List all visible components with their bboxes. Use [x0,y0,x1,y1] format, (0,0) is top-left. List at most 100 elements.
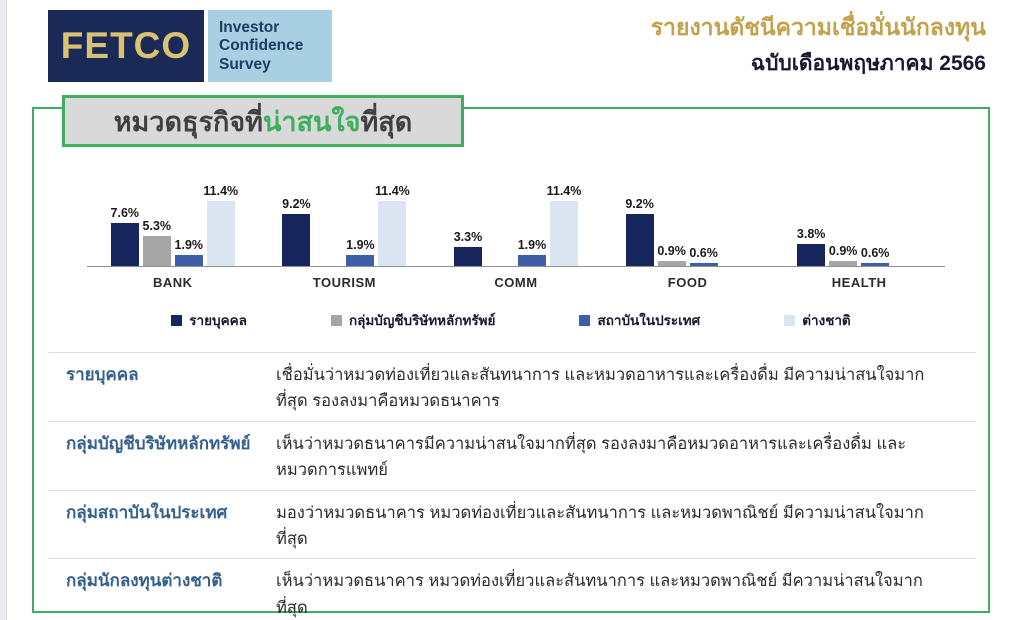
category-label-bank: BANK [153,275,193,290]
chart-legend: รายบุคคล กลุ่มบัญชีบริษัทหลักทรัพย์ สถาบัน… [34,309,988,331]
section-title-suffix: ที่สุด [360,106,413,137]
fetco-logo: FETCO Investor Confidence Survey [48,10,332,82]
legend-item: รายบุคคล [171,309,247,331]
bar-chart-category-labels: BANK TOURISM COMM FOOD HEALTH [87,275,945,290]
bar-slot [722,159,750,266]
bar [517,255,546,266]
bar [689,262,718,266]
bar-group-comm: 3.3% 1.9% 11.4% [454,159,581,266]
bar [142,235,171,266]
bar [378,201,407,266]
report-title: รายงานดัชนีความเชื่อมั่นนักลงทุน [650,14,986,40]
category-label-health: HEALTH [831,275,887,290]
bar-slot: 0.9% [829,159,857,266]
legend-marker-icon [330,314,342,326]
tagline-line-2: Confidence [219,37,304,55]
bar-slot: 1.9% [346,159,375,266]
section-title-highlight: น่าสนใจ [262,106,361,137]
row-label: กลุ่มสถาบันในประเทศ [66,502,228,522]
table-row: กลุ่มสถาบันในประเทศ มองว่าหมวดธนาคาร หมวด… [48,489,976,559]
section-title: หมวดธุรกิจที่ น่าสนใจ ที่สุด [62,95,464,147]
legend-label: รายบุคคล [189,313,247,328]
table-row: รายบุคคล เชื่อมั่นว่าหมวดท่องเที่ยวและสัน… [48,352,976,421]
legend-label: สถาบันในประเทศ [597,313,701,328]
bar-value-label: 1.9% [174,238,204,253]
bar-slot: 0.6% [689,159,718,266]
bar-value-label: 0.6% [860,245,890,260]
legend-item: สถาบันในประเทศ [579,309,700,331]
bar-chart: 7.6% 5.3% 1.9% 11.4% 9.2% 1.9% 11.4% 3.3% 1.9% 11… [87,159,945,290]
bar-value-label: 3.3% [453,230,483,245]
bar-value-label: 0.9% [657,243,686,258]
bar-slot: 3.3% [454,159,482,266]
bar-value-label: 11.4% [375,184,410,199]
bar [174,255,203,266]
bar-slot [314,159,342,266]
bar-group-tourism: 9.2% 1.9% 11.4% [282,159,410,266]
table-row: กลุ่มนักลงทุนต่างชาติ เห็นว่าหมวดธนาคาร ห… [48,558,976,620]
bar-group-health: 3.8% 0.9% 0.6% [797,159,921,266]
bar-value-label: 7.6% [110,205,140,220]
bar-slot: 7.6% [111,159,139,266]
bar-chart-plot-area: 7.6% 5.3% 1.9% 11.4% 9.2% 1.9% 11.4% 3.3% 1.9% 11… [87,159,945,267]
legend-item: ต่างชาติ [784,309,851,331]
bar [657,260,686,266]
bar-value-label: 5.3% [142,218,172,233]
bar-slot: 3.8% [797,159,825,266]
tagline-line-1: Investor [219,19,280,36]
bar [346,255,375,266]
table-row: กลุ่มบัญชีบริษัทหลักทรัพย์ เห็นว่าหมวดธนา… [48,420,976,490]
category-label-tourism: TOURISM [312,275,376,290]
category-label-comm: COMM [494,275,538,290]
row-description: เชื่อมั่นว่าหมวดท่องเที่ยวและสันทนาการ แ… [276,366,925,411]
legend-label: ต่างชาติ [802,313,851,328]
bar [453,247,482,266]
tagline-line-3: Survey [219,55,271,73]
bar [110,222,139,266]
bar [282,213,311,266]
bar-value-label: 9.2% [282,196,311,211]
row-label: กลุ่มบัญชีบริษัทหลักทรัพย์ [66,433,251,453]
summary-table: รายบุคคล เชื่อมั่นว่าหมวดท่องเที่ยวและสัน… [48,352,976,620]
bar-value-label: 1.9% [346,238,375,253]
bar-slot: 5.3% [143,159,171,266]
bar-slot: 11.4% [203,159,238,266]
legend-item: กลุ่มบัญชีบริษัทหลักทรัพย์ [330,309,496,331]
row-description: เห็นว่าหมวดธนาคารมีความน่าสนใจมากที่สุด … [276,434,907,480]
row-label: รายบุคคล [66,365,139,384]
bar-value-label: 9.2% [625,196,654,211]
fetco-logo-tagline: Investor Confidence Survey [208,10,332,82]
bar [797,244,826,266]
bar [206,201,235,266]
bar-slot [893,159,921,266]
bar-slot: 1.9% [175,159,203,266]
bar-slot: 9.2% [625,159,654,266]
bar [829,260,858,266]
bar-slot: 0.6% [861,159,889,266]
fetco-logo-brand: FETCO [48,10,204,82]
legend-marker-icon [784,314,796,326]
category-label-food: FOOD [667,275,708,290]
bar-value-label: 0.6% [689,245,718,260]
row-label: กลุ่มนักลงทุนต่างชาติ [66,571,223,591]
row-description: มองว่าหมวดธนาคาร หมวดท่องเที่ยวและสันทนา… [276,503,924,548]
bar-value-label: 11.4% [546,184,582,199]
report-header: รายงานดัชนีความเชื่อมั่นนักลงทุน ฉบับเดื… [651,13,986,80]
bar [861,262,890,266]
section-title-prefix: หมวดธุรกิจที่ [113,106,263,137]
bar-slot: 11.4% [375,159,410,266]
row-description: เห็นว่าหมวดธนาคาร หมวดท่องเที่ยวและสันทน… [276,572,923,617]
bar-slot: 9.2% [282,159,311,266]
bar-slot: 0.9% [657,159,686,266]
bar-group-food: 9.2% 0.9% 0.6% [625,159,750,266]
bar [625,213,654,266]
content-box: หมวดธุรกิจที่ น่าสนใจ ที่สุด 7.6% 5.3% 1.9% 1… [32,95,990,617]
bar-value-label: 0.9% [828,243,858,258]
legend-label: กลุ่มบัญชีบริษัทหลักทรัพย์ [348,313,496,328]
bar-group-bank: 7.6% 5.3% 1.9% 11.4% [111,159,238,266]
bar-value-label: 3.8% [796,227,826,242]
legend-marker-icon [171,314,183,326]
bar-slot: 11.4% [547,159,581,266]
page-edge-strip [0,0,7,620]
